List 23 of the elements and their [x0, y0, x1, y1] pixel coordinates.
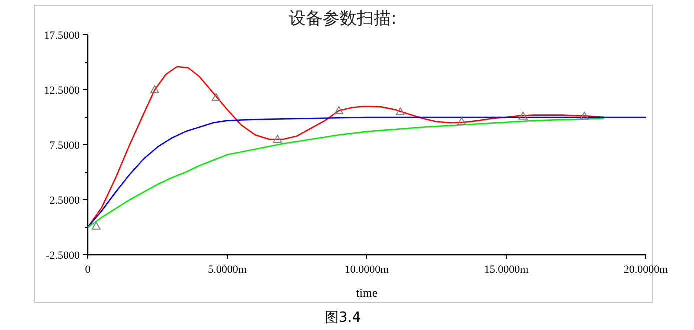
x-tick-label: 10.0000m — [344, 264, 390, 276]
caption: 图3.4 — [324, 310, 362, 326]
y-tick-label: 2.5000 — [50, 195, 80, 207]
line-series — [87, 66, 605, 228]
x-axis-title: time — [356, 286, 378, 300]
point — [92, 222, 101, 230]
x-tick-label: 0 — [85, 264, 92, 276]
point — [518, 112, 528, 120]
point — [334, 106, 344, 114]
x-tick-label: 20.0000m — [624, 264, 669, 276]
point — [580, 112, 590, 120]
point — [150, 86, 160, 94]
y-tick-label: 12.5000 — [44, 85, 80, 97]
chart-title: 设备参数扫描: — [289, 9, 397, 29]
y-tick-label: 7.5000 — [50, 140, 80, 152]
y-tick-label: 17.5000 — [44, 30, 80, 42]
y-tick-label: -2.5000 — [46, 250, 80, 262]
point — [212, 93, 221, 102]
point — [396, 108, 405, 116]
point — [273, 135, 282, 143]
point — [457, 117, 466, 126]
x-tick-label: 5.0000m — [208, 264, 248, 276]
x-tick-label: 15.0000m — [484, 264, 530, 276]
